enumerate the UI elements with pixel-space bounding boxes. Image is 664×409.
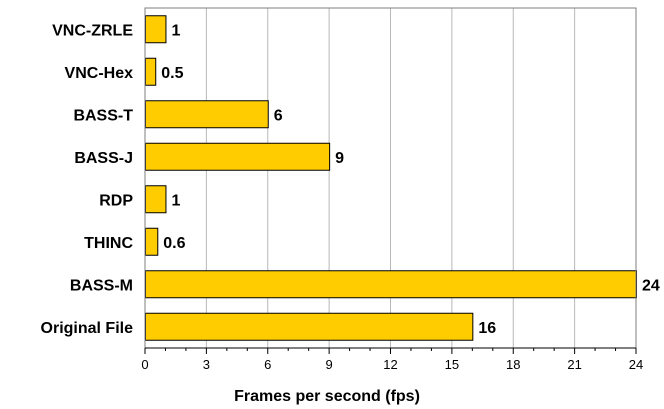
value-label: 16 [478, 320, 496, 337]
bar [145, 185, 167, 214]
value-label: 1 [171, 22, 180, 39]
value-labels: 1 0.5 6 9 1 0.6 24 16 [161, 22, 660, 337]
bar [145, 57, 157, 86]
value-label: 6 [274, 107, 283, 124]
bar [145, 312, 474, 341]
category-label: VNC-Hex [65, 65, 134, 82]
value-label: 1 [171, 192, 180, 209]
x-tick-label: 15 [445, 357, 459, 372]
x-tick-label: 6 [264, 357, 271, 372]
x-tick-label: 21 [567, 357, 581, 372]
category-label: BASS-T [73, 107, 133, 124]
bar [145, 227, 159, 256]
bars [145, 15, 637, 341]
x-tick-label: 18 [506, 357, 520, 372]
value-label: 9 [335, 150, 344, 167]
x-tick-label: 3 [203, 357, 210, 372]
bar [145, 15, 167, 44]
category-label: RDP [99, 192, 133, 209]
x-axis: 0 3 6 9 12 15 18 21 24 [141, 347, 643, 372]
category-labels: VNC-ZRLE VNC-Hex BASS-T BASS-J RDP THINC BASS-… [41, 22, 134, 337]
x-tick-label: 24 [629, 357, 643, 372]
x-tick-label: 12 [383, 357, 397, 372]
category-label: THINC [84, 235, 133, 252]
category-label: BASS-J [74, 150, 133, 167]
x-axis-title: Frames per second (fps) [234, 388, 420, 405]
x-tick-label: 0 [141, 357, 148, 372]
bar [145, 100, 269, 129]
value-label: 0.6 [163, 235, 185, 252]
value-label: 24 [642, 277, 660, 294]
x-tick-label: 9 [326, 357, 333, 372]
bar [145, 142, 331, 171]
category-label: BASS-M [70, 277, 133, 294]
category-label: Original File [41, 320, 134, 337]
value-label: 0.5 [161, 65, 183, 82]
category-label: VNC-ZRLE [52, 22, 133, 39]
bar [145, 270, 637, 299]
